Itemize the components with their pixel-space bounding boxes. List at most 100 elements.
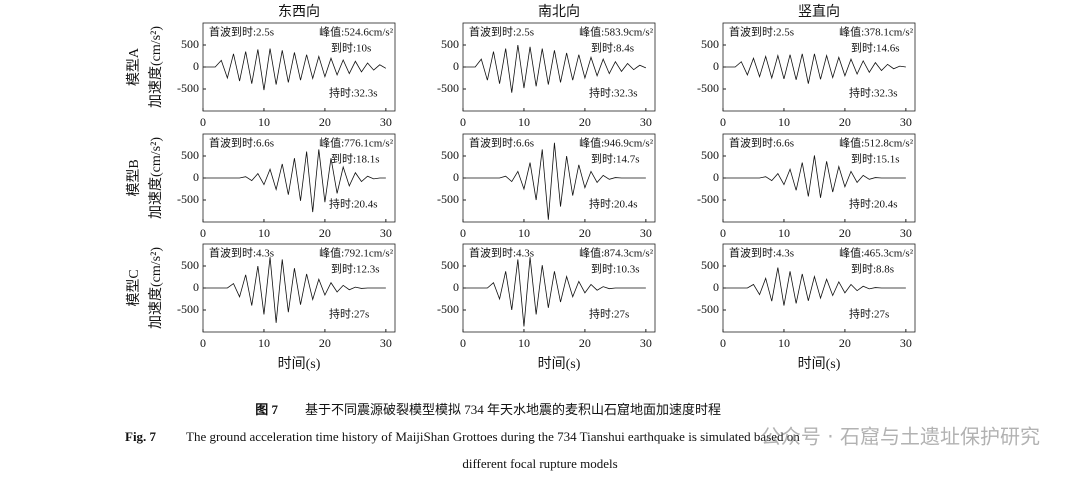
column-title: 东西向	[278, 4, 320, 20]
x-tick-label: 0	[460, 336, 466, 350]
x-tick-label: 30	[640, 226, 652, 240]
y-axis-label: 加速度(cm/s²)	[148, 26, 164, 108]
x-tick-label: 20	[579, 336, 591, 350]
x-tick-label: 10	[258, 115, 270, 129]
y-tick-label: -500	[177, 192, 199, 206]
y-tick-label: 0	[453, 59, 459, 73]
row-label: 模型A	[126, 47, 142, 86]
annotation: 峰值:512.8cm/s²	[839, 137, 914, 150]
x-tick-label: 10	[518, 226, 530, 240]
x-tick-label: 10	[258, 336, 270, 350]
annotation: 峰值:874.3cm/s²	[579, 247, 654, 260]
waveform	[463, 257, 646, 327]
x-axis-label: 时间(s)	[538, 356, 581, 372]
annotation: 到时:10s	[331, 42, 371, 55]
y-tick-label: 500	[181, 37, 199, 51]
annotation: 首波到时:4.3s	[209, 246, 274, 260]
x-tick-label: 20	[319, 226, 331, 240]
annotation: 首波到时:2.5s	[729, 25, 794, 39]
y-tick-label: 500	[181, 258, 199, 272]
annotation: 峰值:465.3cm/s²	[839, 247, 914, 260]
annotation: 峰值:792.1cm/s²	[319, 247, 394, 260]
waveform	[463, 142, 646, 220]
waveform	[463, 44, 647, 93]
caption-cn-label: 图 7	[255, 402, 278, 417]
annotation: 持时:20.4s	[589, 197, 638, 211]
annotation: 峰值:378.1cm/s²	[839, 26, 914, 39]
x-tick-label: 0	[460, 115, 466, 129]
x-tick-label: 10	[518, 336, 530, 350]
y-tick-label: 500	[181, 148, 199, 162]
annotation: 持时:32.3s	[589, 86, 638, 100]
caption-en: The ground acceleration time history of …	[186, 429, 800, 444]
annotation: 到时:10.3s	[591, 263, 640, 276]
x-tick-label: 0	[720, 115, 726, 129]
caption-en: different focal rupture models	[462, 456, 617, 471]
watermark: 公众号 · 石窟与土遗址保护研究	[761, 425, 1040, 449]
x-tick-label: 10	[258, 226, 270, 240]
annotation: 持时:27s	[849, 307, 889, 321]
column-title: 竖直向	[798, 3, 840, 20]
x-tick-label: 10	[778, 115, 790, 129]
x-tick-label: 10	[518, 115, 530, 129]
y-axis-label: 加速度(cm/s²)	[148, 137, 164, 219]
y-tick-label: 500	[441, 258, 459, 272]
y-tick-label: -500	[437, 192, 459, 206]
y-tick-label: 0	[453, 170, 459, 184]
row-label: 模型B	[126, 159, 142, 196]
y-tick-label: 500	[701, 148, 719, 162]
x-tick-label: 0	[460, 226, 466, 240]
y-tick-label: 0	[713, 280, 719, 294]
x-tick-label: 30	[900, 226, 912, 240]
y-tick-label: 500	[441, 148, 459, 162]
annotation: 持时:27s	[329, 307, 369, 321]
y-tick-label: 500	[701, 37, 719, 51]
x-tick-label: 30	[900, 115, 912, 129]
x-tick-label: 20	[839, 115, 851, 129]
annotation: 持时:32.3s	[849, 86, 898, 100]
annotation: 持时:27s	[589, 307, 629, 321]
column-title: 南北向	[538, 4, 580, 20]
row-label: 模型C	[126, 269, 142, 306]
x-tick-label: 20	[579, 115, 591, 129]
annotation: 首波到时:6.6s	[729, 136, 794, 150]
annotation: 峰值:583.9cm/s²	[579, 26, 654, 39]
waveform	[723, 267, 906, 306]
x-tick-label: 30	[380, 336, 392, 350]
y-tick-label: -500	[177, 81, 199, 95]
y-tick-label: 500	[701, 258, 719, 272]
x-tick-label: 30	[640, 336, 652, 350]
annotation: 持时:20.4s	[849, 197, 898, 211]
waveform	[203, 149, 386, 213]
annotation: 首波到时:4.3s	[469, 246, 534, 260]
x-axis-label: 时间(s)	[278, 356, 321, 372]
y-tick-label: -500	[177, 302, 199, 316]
y-tick-label: -500	[437, 81, 459, 95]
waveform	[723, 155, 906, 198]
waveform	[203, 257, 386, 323]
x-tick-label: 0	[720, 226, 726, 240]
waveform	[203, 48, 387, 91]
annotation: 到时:12.3s	[331, 263, 380, 276]
annotation: 持时:32.3s	[329, 86, 378, 100]
annotation: 首波到时:2.5s	[209, 25, 274, 39]
x-tick-label: 20	[319, 336, 331, 350]
y-tick-label: 0	[453, 280, 459, 294]
caption-cn: 基于不同震源破裂模型模拟 734 年天水地震的麦积山石窟地面加速度时程	[305, 402, 721, 417]
annotation: 首波到时:6.6s	[469, 136, 534, 150]
x-tick-label: 0	[200, 336, 206, 350]
y-tick-label: 500	[441, 37, 459, 51]
annotation: 到时:18.1s	[331, 153, 380, 166]
x-tick-label: 30	[380, 115, 392, 129]
annotation: 首波到时:6.6s	[209, 136, 274, 150]
x-tick-label: 30	[380, 226, 392, 240]
y-tick-label: -500	[697, 81, 719, 95]
y-axis-label: 加速度(cm/s²)	[148, 247, 164, 329]
waveform	[723, 53, 906, 84]
y-tick-label: 0	[713, 170, 719, 184]
x-tick-label: 0	[200, 226, 206, 240]
annotation: 到时:8.4s	[591, 42, 634, 55]
y-tick-label: 0	[193, 280, 199, 294]
x-axis-label: 时间(s)	[798, 356, 841, 372]
x-tick-label: 20	[319, 115, 331, 129]
